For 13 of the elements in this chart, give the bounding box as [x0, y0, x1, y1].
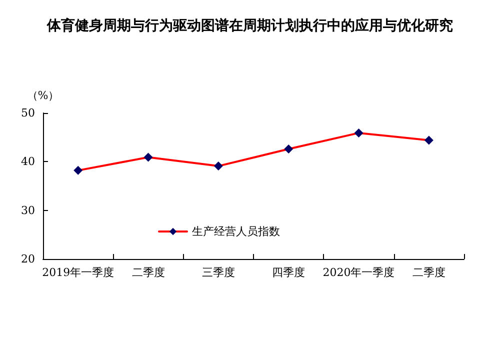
y-tick-label: 40 — [21, 155, 35, 168]
x-tick-label: 二季度 — [412, 266, 446, 279]
x-tick-label: 2019年一季度 — [42, 266, 114, 279]
y-tick-label: 20 — [21, 252, 35, 266]
chart-title: 体育健身周期与行为驱动图谱在周期计划执行中的应用与优化研究 — [46, 17, 453, 34]
x-tick-label: 三季度 — [202, 266, 235, 279]
y-tick-label: 30 — [21, 204, 35, 217]
x-tick-label: 2020年一季度 — [322, 266, 395, 279]
y-tick-label: 50 — [21, 106, 35, 120]
x-tick-label: 二季度 — [132, 266, 165, 279]
legend-label: 生产经营人员指数 — [192, 225, 280, 238]
x-tick-label: 四季度 — [272, 266, 306, 279]
y-axis-title: （%） — [26, 89, 60, 102]
